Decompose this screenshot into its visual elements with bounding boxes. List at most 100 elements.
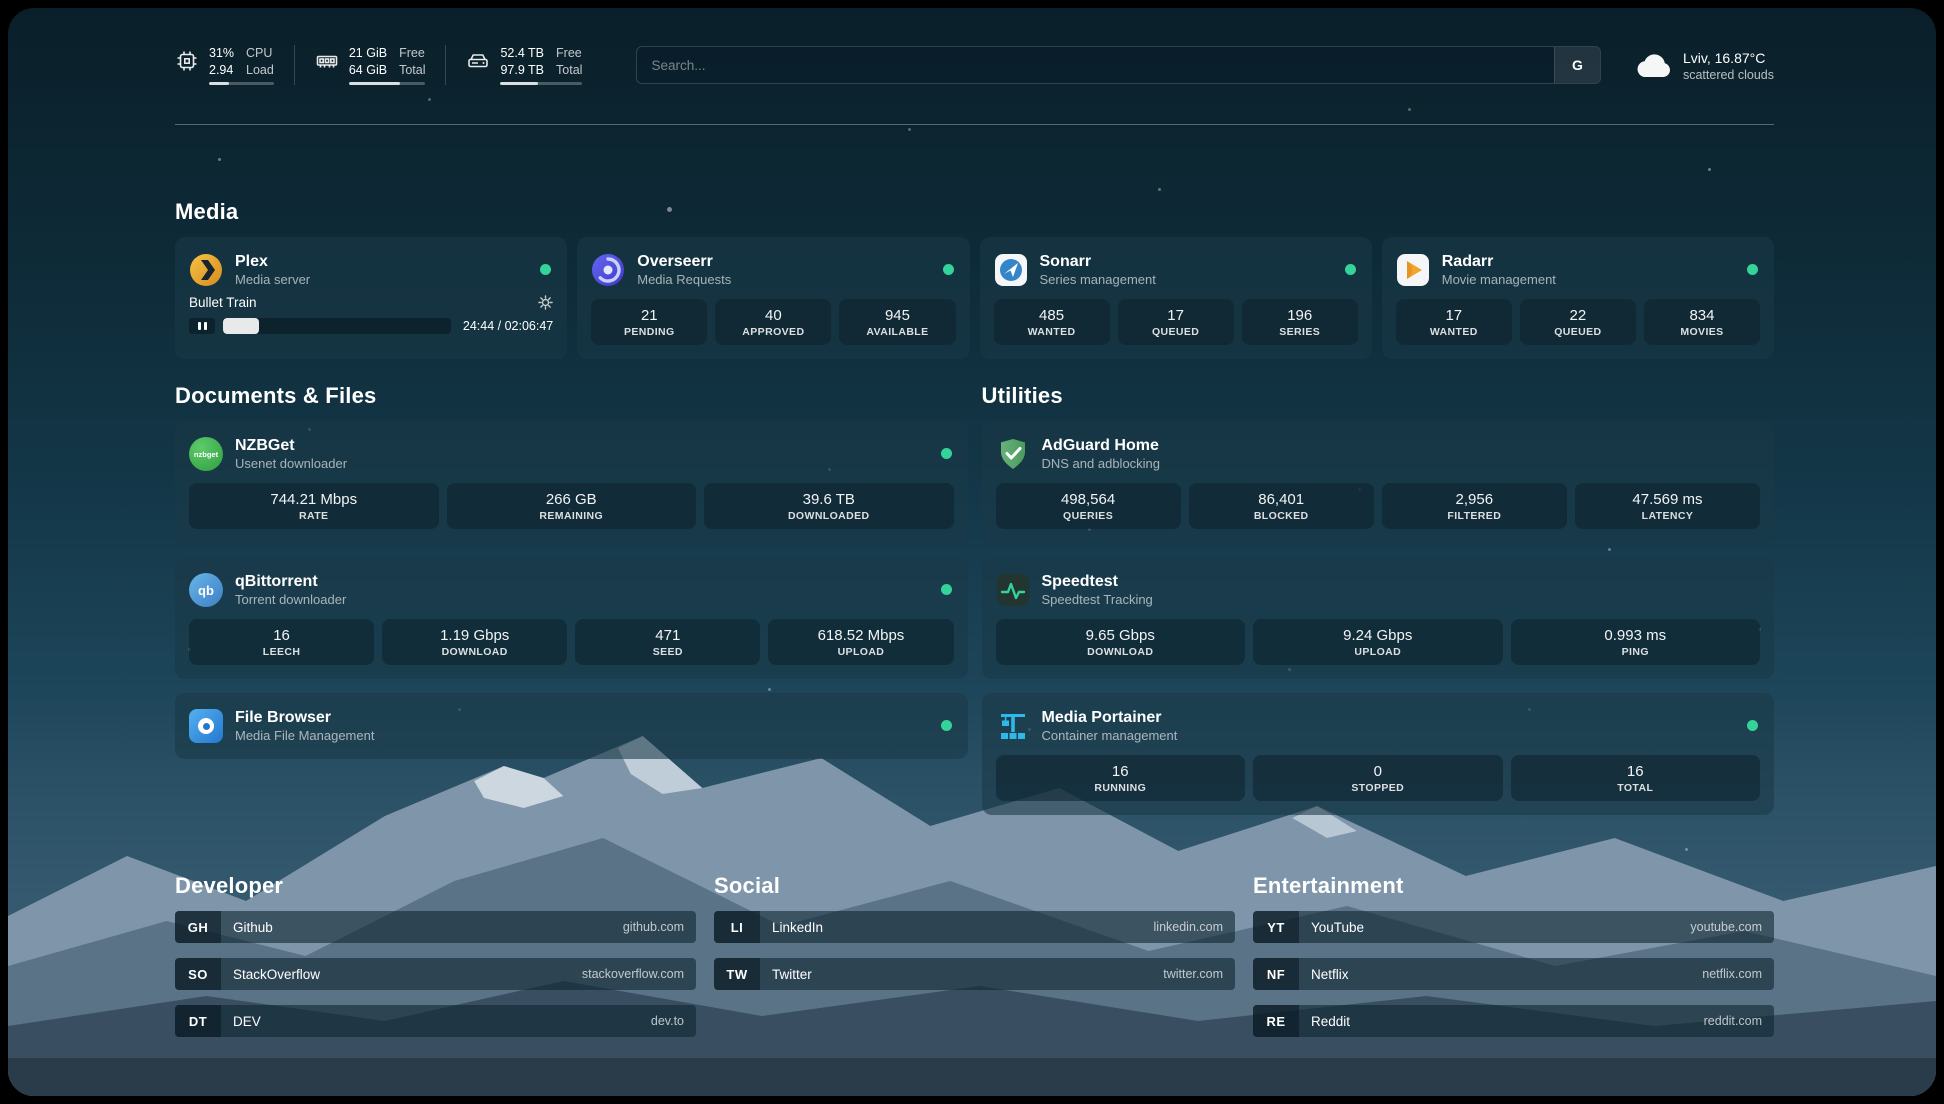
stat-stopped: 0 STOPPED [1253, 755, 1503, 801]
card-speedtest[interactable]: Speedtest Speedtest Tracking 9.65 Gbps DO… [981, 557, 1774, 679]
system-stats: 31% CPU 2.94 Load 21 GiB [175, 45, 602, 85]
settings-gear-icon[interactable] [538, 295, 554, 310]
service-name: Overseerr [637, 253, 713, 270]
bookmark-abbr: TW [714, 958, 760, 990]
card-overseerr[interactable]: Overseerr Media Requests 21 PENDING 40 APP… [577, 237, 970, 359]
stat-pending: 21 PENDING [591, 299, 708, 345]
bookmark-abbr: DT [175, 1005, 221, 1037]
card-sonarr[interactable]: Sonarr Series management 485 WANTED 17 QUE… [979, 237, 1372, 359]
header: 31% CPU 2.94 Load 21 GiB [175, 34, 1774, 96]
pause-button[interactable] [189, 318, 215, 334]
search-input[interactable] [637, 57, 1554, 73]
playback-progress-bar[interactable] [223, 318, 451, 334]
dashboard-screen: 31% CPU 2.94 Load 21 GiB [8, 8, 1936, 1096]
cpu-usage-label: CPU [246, 46, 273, 60]
card-plex[interactable]: Plex Media server Bullet Train [175, 237, 568, 359]
portainer-icon [996, 709, 1030, 743]
bookmark-netflix[interactable]: NF Netflix netflix.com [1253, 958, 1774, 990]
stat-running: 16 RUNNING [995, 755, 1245, 801]
stat-ping: 0.993 ms PING [1510, 619, 1760, 665]
adguard-icon [996, 437, 1030, 471]
bookmark-linkedin[interactable]: LI LinkedIn linkedin.com [714, 911, 1235, 943]
bookmark-group-social: Social LI LinkedIn linkedin.com TW Twitt… [714, 873, 1235, 1037]
bookmark-abbr: SO [175, 958, 221, 990]
search-bar: G [636, 46, 1601, 84]
status-dot [1747, 720, 1758, 731]
playback-time: 24:44 / 02:06:47 [462, 319, 554, 333]
card-radarr[interactable]: Radarr Movie management 17 WANTED 22 QUEUE… [1381, 237, 1774, 359]
bookmark-name: Github [233, 919, 273, 935]
bookmark-twitter[interactable]: TW Twitter twitter.com [714, 958, 1235, 990]
header-divider [175, 124, 1774, 125]
weather-widget[interactable]: Lviv, 16.87°C scattered clouds [1635, 49, 1774, 82]
weather-condition: scattered clouds [1682, 67, 1774, 82]
service-name: qBittorrent [235, 573, 318, 590]
bookmark-url: twitter.com [1163, 967, 1223, 981]
memory-icon [316, 55, 338, 68]
disk-free-value: 52.4 TB [500, 46, 545, 60]
stat-upload: 618.52 Mbps UPLOAD [768, 619, 954, 665]
service-subtitle: Torrent downloader [235, 592, 347, 607]
card-portainer[interactable]: Media Portainer Container management 16 R… [981, 693, 1774, 815]
stat-approved: 40 APPROVED [715, 299, 832, 345]
section-title-utilities: Utilities [981, 383, 1063, 408]
stat-wanted: 485 WANTED [993, 299, 1110, 345]
bookmark-url: dev.to [650, 1014, 684, 1028]
stat-downloaded: 39.6 TB DOWNLOADED [704, 483, 954, 529]
service-subtitle: Movie management [1441, 272, 1556, 287]
stat-upload: 9.24 Gbps UPLOAD [1253, 619, 1503, 665]
qbittorrent-icon: qb [189, 573, 223, 607]
service-subtitle: Container management [1041, 728, 1178, 743]
overseerr-icon [591, 253, 625, 287]
status-dot [540, 264, 552, 275]
disk-total-label: Total [556, 63, 583, 77]
section-title-documents: Documents & Files [175, 383, 377, 408]
bookmark-stackoverflow[interactable]: SO StackOverflow stackoverflow.com [175, 958, 696, 990]
bookmark-name: Netflix [1311, 966, 1349, 982]
bookmark-url: linkedin.com [1153, 920, 1223, 934]
stat-queries: 498,564 QUERIES [995, 483, 1181, 529]
service-name: Media Portainer [1041, 709, 1162, 726]
now-playing-title: Bullet Train [189, 295, 257, 310]
stat-filtered: 2,956 FILTERED [1381, 483, 1567, 529]
background-stars [8, 8, 11, 11]
search-provider-button[interactable]: G [1553, 47, 1600, 83]
card-adguard[interactable]: AdGuard Home DNS and adblocking 498,564 Q… [981, 421, 1774, 543]
service-subtitle: DNS and adblocking [1041, 456, 1161, 471]
stat-movies: 834 MOVIES [1643, 299, 1760, 345]
bookmark-name: Twitter [772, 966, 812, 982]
stat-leech: 16 LEECH [189, 619, 375, 665]
stat-available: 945 AVAILABLE [839, 299, 956, 345]
bookmark-abbr: NF [1253, 958, 1299, 990]
section-title-developer: Developer [175, 873, 284, 898]
service-name: Radarr [1441, 253, 1494, 270]
cpu-stat: 31% CPU 2.94 Load [175, 45, 294, 85]
stat-series: 196 SERIES [1241, 299, 1358, 345]
service-subtitle: Media server [235, 272, 311, 287]
plex-icon [189, 253, 223, 287]
media-cards: Plex Media server Bullet Train [175, 237, 1774, 359]
disk-total-value: 97.9 TB [500, 63, 545, 77]
bookmark-reddit[interactable]: RE Reddit reddit.com [1253, 1005, 1774, 1037]
stat-blocked: 86,401 BLOCKED [1188, 483, 1374, 529]
card-qbittorrent[interactable]: qb qBittorrent Torrent downloader 16 LEEC… [175, 557, 968, 679]
status-dot [940, 720, 952, 731]
stat-latency: 47.569 ms LATENCY [1574, 483, 1760, 529]
bookmark-github[interactable]: GH Github github.com [175, 911, 696, 943]
bookmark-abbr: GH [175, 911, 221, 943]
speedtest-icon [996, 573, 1030, 607]
section-utilities: Utilities AdGu [981, 383, 1774, 815]
bookmark-url: youtube.com [1690, 920, 1762, 934]
bookmark-dev[interactable]: DT DEV dev.to [175, 1005, 696, 1037]
card-nzbget[interactable]: nzbget NZBGet Usenet downloader 744.21 M… [175, 421, 968, 543]
cpu-icon [177, 51, 197, 71]
cpu-usage-bar [209, 82, 274, 85]
bookmark-youtube[interactable]: YT YouTube youtube.com [1253, 911, 1774, 943]
service-name: AdGuard Home [1041, 437, 1159, 454]
disk-free-label: Free [556, 46, 582, 60]
section-documents: Documents & Files nzbget NZBGet Usenet d… [175, 383, 968, 759]
bookmark-url: stackoverflow.com [581, 967, 684, 981]
disk-usage-bar [500, 82, 583, 85]
service-subtitle: Usenet downloader [235, 456, 348, 471]
card-filebrowser[interactable]: File Browser Media File Management [175, 693, 968, 759]
